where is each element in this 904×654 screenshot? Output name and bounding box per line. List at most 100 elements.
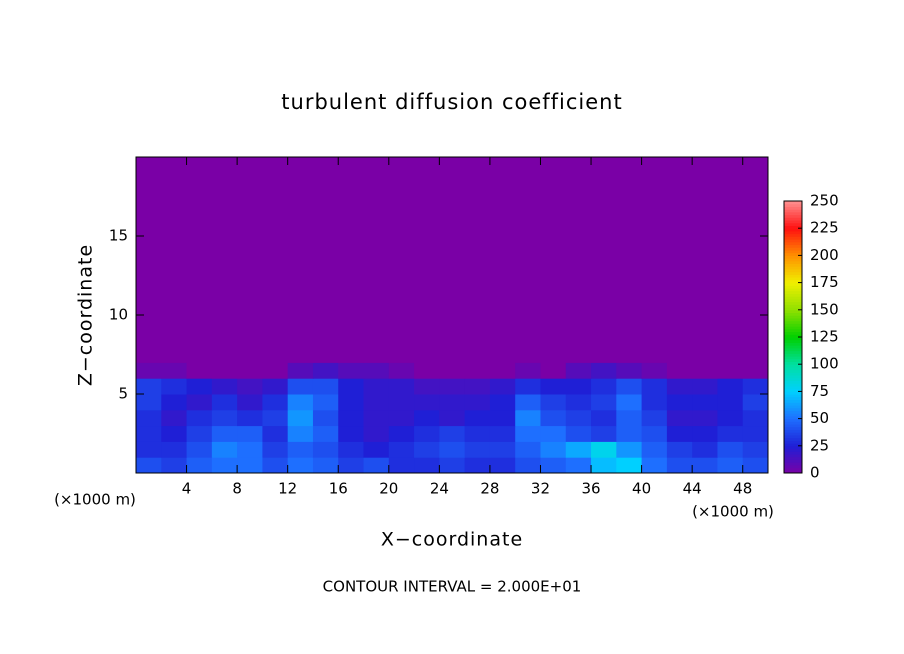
colorbar-band bbox=[784, 459, 802, 463]
colorbar-band bbox=[784, 418, 802, 422]
cell bbox=[338, 157, 365, 363]
y-tick-label: 10 bbox=[109, 306, 128, 324]
colorbar-band bbox=[784, 445, 802, 450]
colorbar-band bbox=[784, 377, 802, 382]
cell bbox=[136, 378, 162, 395]
colorbar-band bbox=[784, 225, 802, 229]
colorbar-band bbox=[784, 307, 802, 311]
colorbar-band bbox=[784, 356, 802, 360]
cell bbox=[616, 409, 643, 427]
colorbar-band bbox=[784, 328, 802, 333]
cell bbox=[692, 378, 718, 395]
colorbar-band bbox=[784, 462, 802, 466]
colorbar-band bbox=[784, 214, 802, 218]
colorbar-band bbox=[784, 424, 802, 428]
cell bbox=[692, 157, 718, 363]
cell bbox=[161, 409, 188, 427]
colorbar-band bbox=[784, 380, 802, 384]
cell bbox=[742, 157, 769, 363]
colorbar-band bbox=[784, 464, 802, 469]
colorbar-band bbox=[784, 282, 802, 286]
colorbar-band bbox=[784, 448, 802, 452]
cell bbox=[186, 362, 213, 379]
cell bbox=[515, 157, 541, 363]
cell bbox=[641, 157, 668, 363]
cell bbox=[287, 394, 314, 411]
colorbar-band bbox=[784, 383, 802, 387]
cell bbox=[237, 394, 263, 411]
cell bbox=[641, 441, 668, 458]
cell bbox=[591, 441, 617, 458]
cell bbox=[692, 362, 718, 379]
cell bbox=[363, 425, 390, 442]
cell bbox=[312, 425, 339, 442]
colorbar-tick-label: 100 bbox=[810, 355, 839, 373]
cell bbox=[338, 441, 365, 458]
cell bbox=[338, 409, 365, 427]
colorbar-band bbox=[784, 255, 802, 259]
cell bbox=[136, 425, 162, 442]
cell bbox=[565, 394, 592, 411]
cell bbox=[591, 394, 617, 411]
cell bbox=[312, 394, 339, 411]
cell bbox=[287, 441, 314, 458]
x-tick-label: 24 bbox=[430, 480, 449, 498]
cell bbox=[186, 409, 213, 427]
cell bbox=[211, 362, 238, 379]
colorbar-band bbox=[784, 217, 802, 221]
colorbar-band bbox=[784, 385, 802, 390]
cell bbox=[287, 425, 314, 442]
colorbar-band bbox=[784, 437, 802, 441]
colorbar-band bbox=[784, 239, 802, 243]
cell bbox=[439, 378, 466, 395]
colorbar-band bbox=[784, 269, 802, 273]
colorbar-band bbox=[784, 323, 802, 327]
cell bbox=[287, 362, 314, 379]
colorbar-band bbox=[784, 271, 802, 275]
cell bbox=[414, 441, 440, 458]
cell bbox=[591, 457, 617, 474]
cell bbox=[414, 157, 440, 363]
cell bbox=[565, 457, 592, 474]
cell bbox=[540, 457, 567, 474]
y-tick-label: 15 bbox=[109, 227, 128, 245]
cell bbox=[666, 457, 693, 474]
cell bbox=[363, 378, 390, 395]
colorbar-band bbox=[784, 220, 802, 224]
colorbar-band bbox=[784, 317, 802, 322]
cell bbox=[161, 157, 188, 363]
cell bbox=[464, 157, 491, 363]
cell bbox=[641, 394, 668, 411]
colorbar-band bbox=[784, 470, 802, 474]
cell bbox=[464, 394, 491, 411]
cell bbox=[161, 394, 188, 411]
colorbar-band bbox=[784, 347, 802, 352]
colorbar-band bbox=[784, 320, 802, 324]
colorbar-band bbox=[784, 375, 802, 379]
x-unit-left: (×1000 m) bbox=[54, 491, 136, 509]
colorbar-band bbox=[784, 258, 802, 262]
cell bbox=[717, 362, 744, 379]
colorbar-band bbox=[784, 304, 802, 308]
cell bbox=[388, 394, 415, 411]
cell bbox=[388, 441, 415, 458]
cell bbox=[439, 441, 466, 458]
cell bbox=[388, 457, 415, 474]
cell bbox=[464, 457, 491, 474]
x-tick-label: 4 bbox=[182, 480, 192, 498]
cell bbox=[211, 378, 238, 395]
cell bbox=[262, 425, 289, 442]
colorbar-band bbox=[784, 236, 802, 240]
colorbar-band bbox=[784, 233, 802, 237]
cell bbox=[515, 425, 541, 442]
cell bbox=[515, 409, 541, 427]
cell bbox=[136, 394, 162, 411]
cell bbox=[616, 362, 643, 379]
cell bbox=[338, 457, 365, 474]
cell bbox=[641, 362, 668, 379]
cell bbox=[136, 409, 162, 427]
cell bbox=[262, 409, 289, 427]
cell bbox=[186, 378, 213, 395]
cell bbox=[186, 425, 213, 442]
